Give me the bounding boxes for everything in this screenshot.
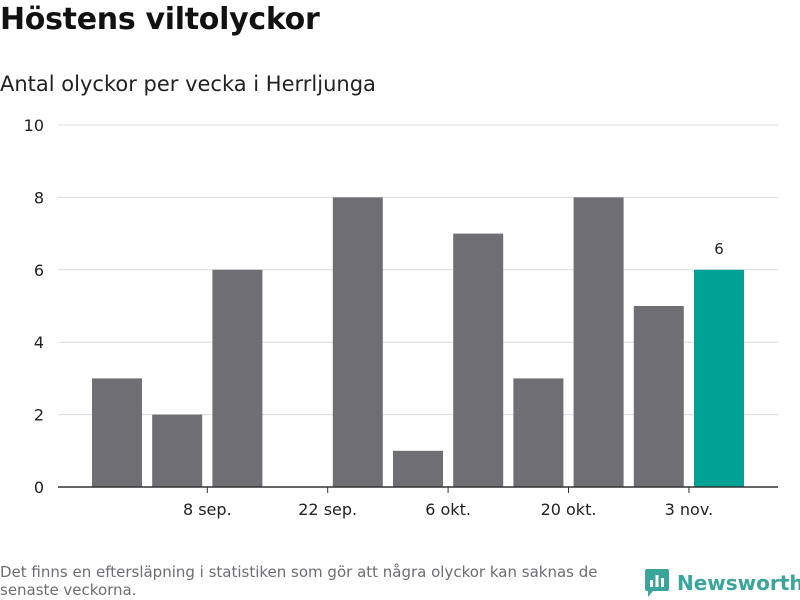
bar[interactable] xyxy=(152,414,203,487)
bar[interactable] xyxy=(573,197,624,487)
bar[interactable] xyxy=(332,197,383,487)
chart-subtitle: Antal olyckor per vecka i Herrljunga xyxy=(0,72,376,96)
y-tick-label: 10 xyxy=(24,116,44,135)
x-tick-label: 22 sep. xyxy=(298,500,357,519)
bar[interactable] xyxy=(513,378,564,487)
y-tick-label: 4 xyxy=(34,333,44,352)
y-tick-label: 8 xyxy=(34,188,44,207)
bar-layer xyxy=(92,197,744,487)
brand-logo[interactable]: Newsworthy xyxy=(645,569,800,597)
y-tick-label: 6 xyxy=(34,261,44,280)
bar[interactable] xyxy=(212,269,263,487)
chart-title: Höstens viltolyckor xyxy=(0,2,320,37)
bar[interactable] xyxy=(92,378,142,487)
y-tick-label: 0 xyxy=(34,478,44,497)
bar[interactable] xyxy=(393,450,443,487)
label-layer: 6 xyxy=(714,240,724,258)
bar-highlight[interactable] xyxy=(694,269,744,487)
axis-layer: 0 2 4 6 8 10 8 sep. 22 sep. 6 okt. 20 okt. 3 nov. xyxy=(24,116,778,519)
bar-chart-badge-icon xyxy=(645,569,669,597)
data-label: 6 xyxy=(714,240,724,258)
x-tick-label: 3 nov. xyxy=(665,500,714,519)
bar[interactable] xyxy=(633,306,684,487)
brand-name: Newsworthy xyxy=(677,571,800,595)
x-tick-label: 8 sep. xyxy=(183,500,232,519)
x-tick-label: 20 okt. xyxy=(541,500,597,519)
y-tick-label: 2 xyxy=(34,406,44,425)
footnote: Det finns en eftersläpning i statistiken… xyxy=(0,563,598,599)
x-tick-label: 6 okt. xyxy=(425,500,471,519)
bar[interactable] xyxy=(453,233,504,487)
